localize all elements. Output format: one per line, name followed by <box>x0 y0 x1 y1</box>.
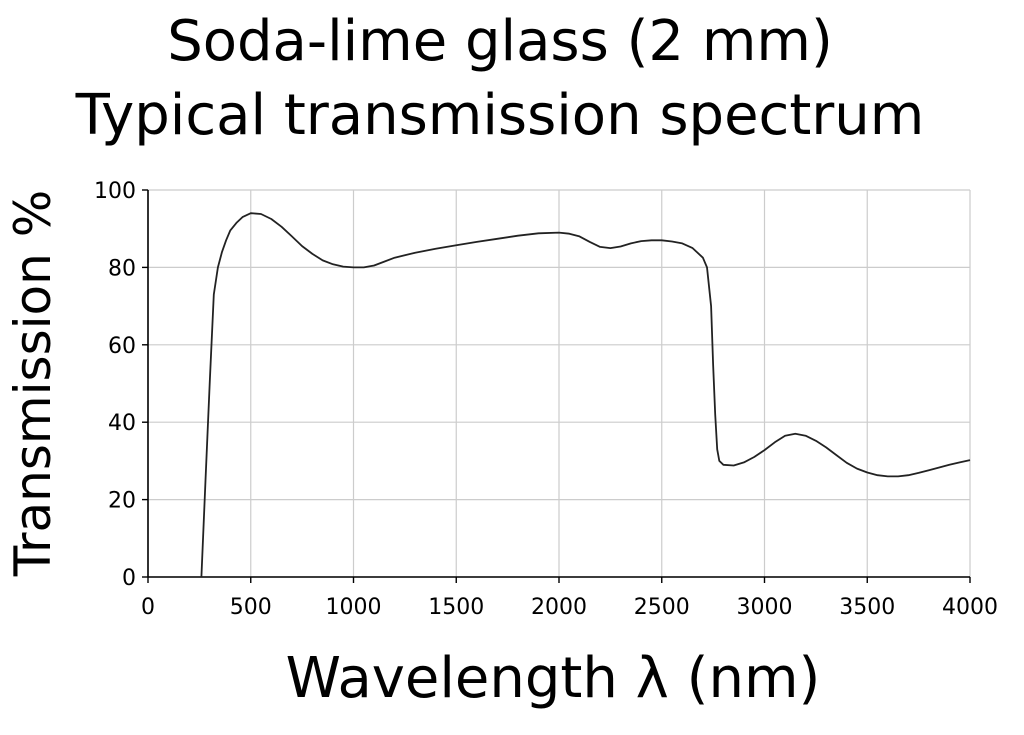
x-tick-label: 4000 <box>942 595 998 620</box>
grid <box>147 189 971 578</box>
x-tick-label: 0 <box>141 595 155 620</box>
x-tick-label: 3500 <box>839 595 895 620</box>
tick-labels: 0 500 1000 1500 2000 2500 3000 3500 4000 0 20 40 60 8… <box>94 179 998 620</box>
y-tick-label: 20 <box>108 489 136 514</box>
chart-title-line-2: Typical transmission spectrum <box>75 83 925 148</box>
y-tick-label: 80 <box>108 256 136 281</box>
transmission-line <box>200 212 971 578</box>
y-tick-label: 0 <box>122 566 136 591</box>
y-tick-label: 60 <box>108 334 136 359</box>
y-tick-label: 40 <box>108 411 136 436</box>
y-axis-label: Transmission % <box>4 190 62 577</box>
y-tick-label: 100 <box>94 179 136 204</box>
x-tick-label: 2000 <box>531 595 587 620</box>
x-tick-label: 2500 <box>634 595 690 620</box>
series-layer <box>200 212 971 578</box>
chart-title-line-1: Soda-lime glass (2 mm) <box>167 9 833 74</box>
x-tick-label: 3000 <box>737 595 793 620</box>
axes <box>142 189 971 583</box>
x-tick-label: 500 <box>230 595 272 620</box>
x-tick-label: 1500 <box>428 595 484 620</box>
x-tick-label: 1000 <box>326 595 382 620</box>
x-axis-label: Wavelength λ (nm) <box>286 646 821 711</box>
